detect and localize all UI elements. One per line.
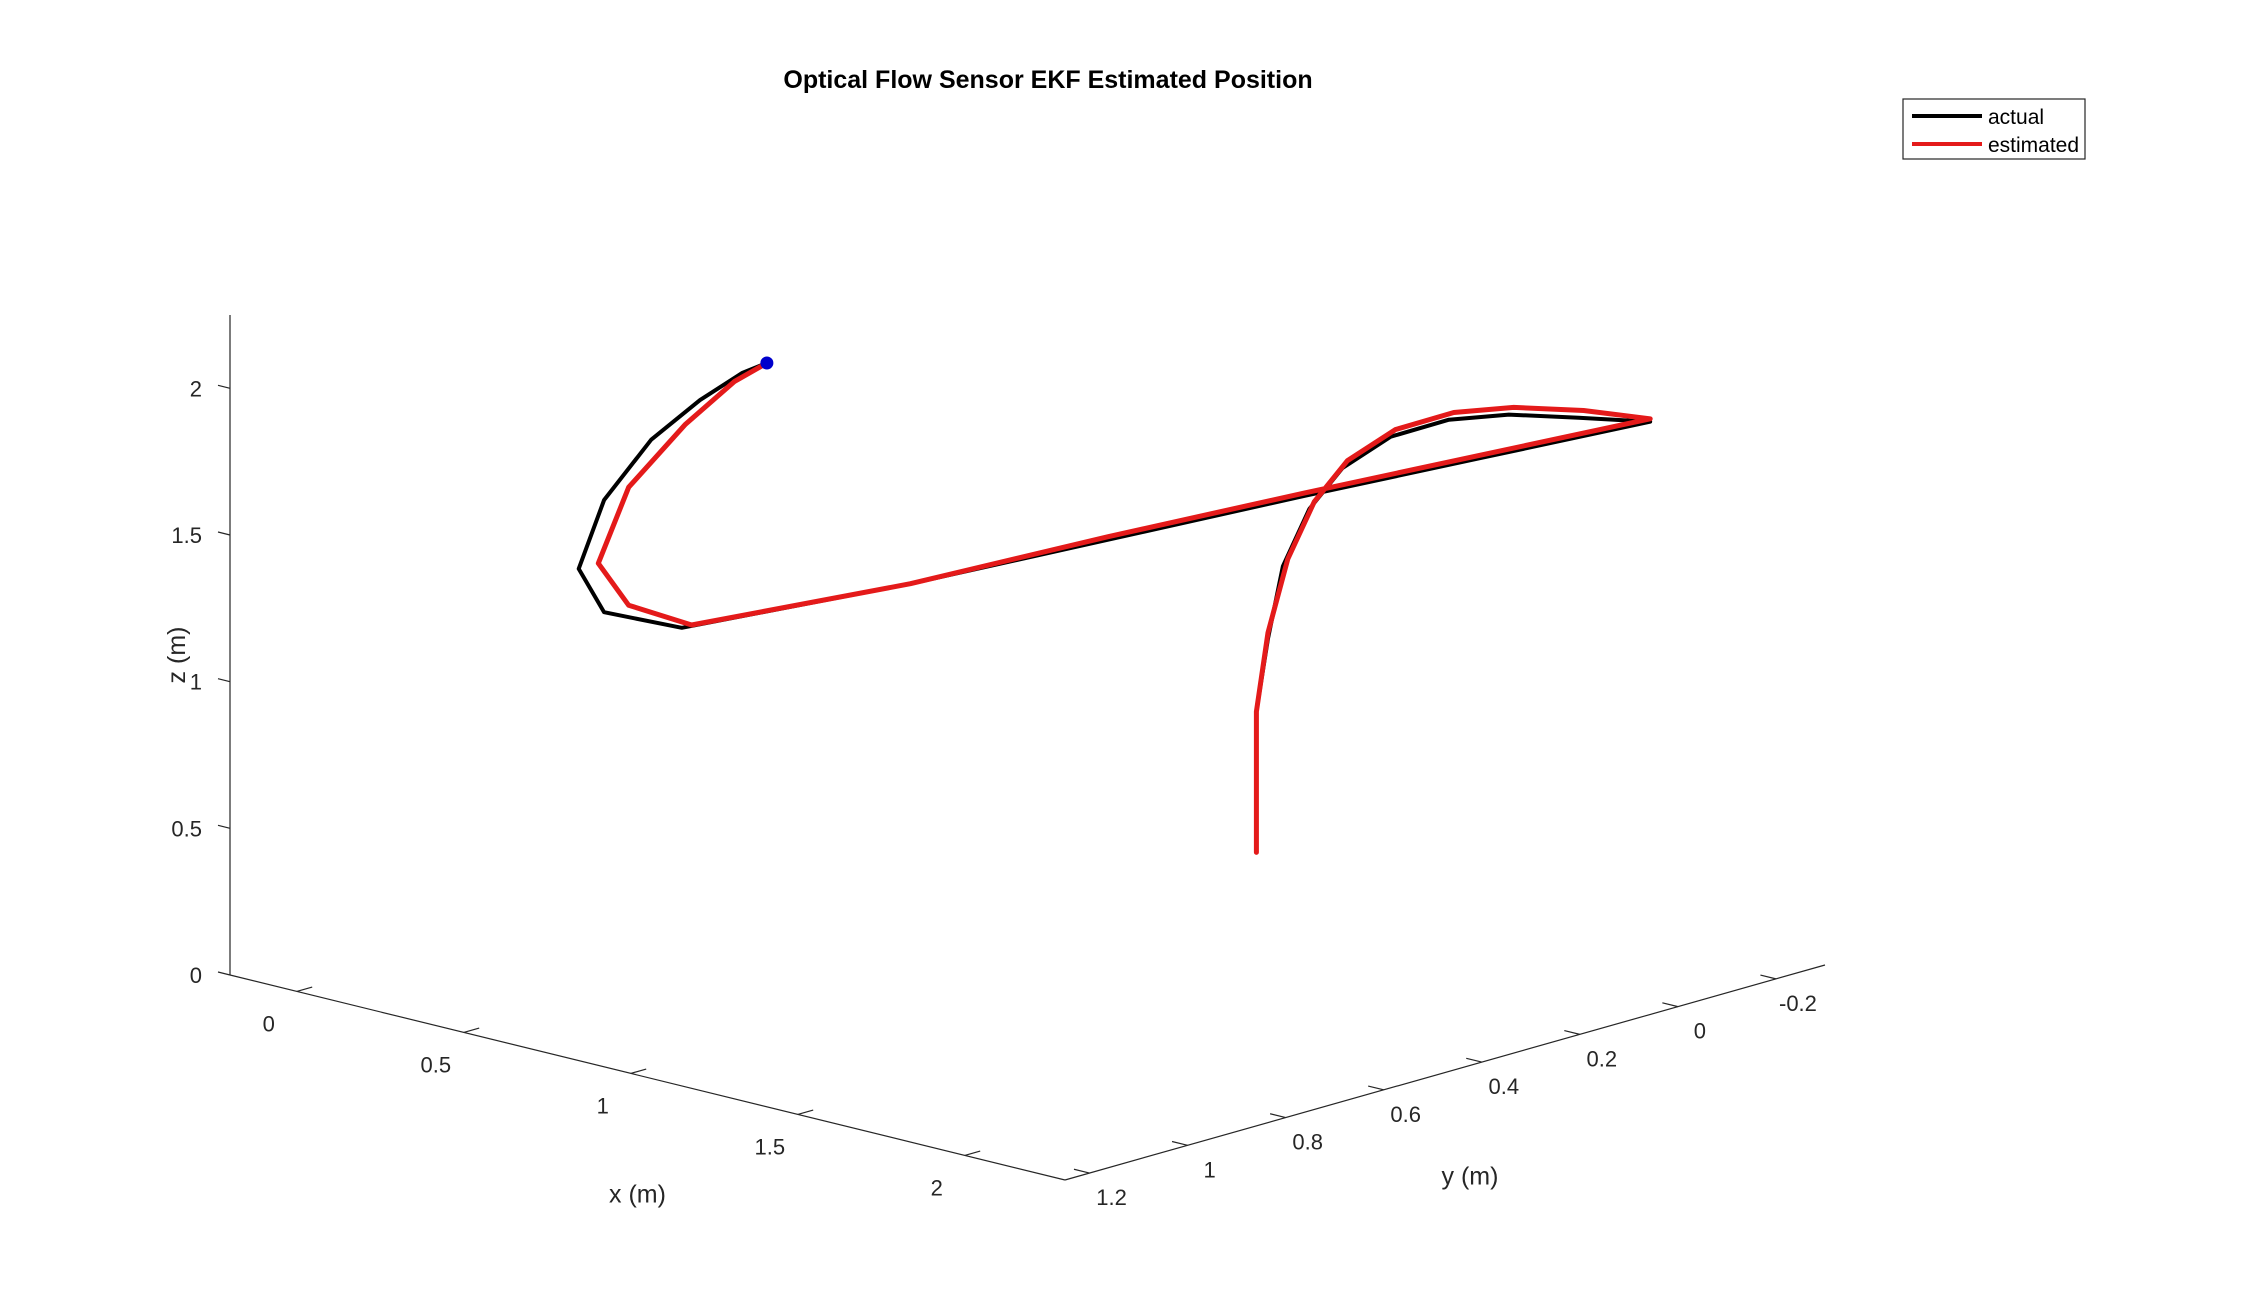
- z-tick: [217, 384, 231, 389]
- z-tick: [217, 531, 231, 536]
- x-tick-label: 0.5: [421, 1052, 452, 1077]
- x-tick: [296, 986, 313, 992]
- z-tick-label: 0: [190, 963, 202, 988]
- y-tick: [1564, 1029, 1580, 1035]
- z-tick-label: 1.5: [171, 523, 202, 548]
- y-tick-label: 1: [1203, 1157, 1215, 1182]
- y-tick-label: 1.2: [1096, 1185, 1127, 1210]
- legend-label-actual: actual: [1988, 106, 2044, 129]
- y-tick-label: 0.8: [1292, 1130, 1323, 1155]
- legend: actual estimated: [1902, 98, 2086, 160]
- start-point-marker: [760, 356, 774, 370]
- y-tick: [1073, 1168, 1090, 1174]
- x-tick: [630, 1068, 647, 1074]
- z-tick-label: 0.5: [171, 816, 202, 841]
- x-tick: [964, 1150, 981, 1156]
- z-axis-label: z (m): [163, 627, 191, 684]
- y-tick: [1466, 1057, 1482, 1063]
- chart-title: Optical Flow Sensor EKF Estimated Positi…: [783, 66, 1312, 94]
- legend-box: [1902, 98, 2086, 160]
- y-tick-label: 0.4: [1488, 1074, 1519, 1099]
- x-tick-label: 0: [263, 1011, 275, 1036]
- y-tick: [1269, 1113, 1286, 1119]
- y-tick: [1171, 1140, 1188, 1146]
- y-axis-label: y (m): [1442, 1163, 1499, 1191]
- z-tick: [217, 824, 231, 829]
- y-tick: [1760, 974, 1777, 980]
- y-tick-label: 0: [1694, 1019, 1706, 1044]
- y-tick: [1662, 1002, 1679, 1008]
- y-tick-label: -0.2: [1779, 991, 1817, 1016]
- x-tick: [797, 1109, 814, 1115]
- y-tick-label: 0.6: [1390, 1102, 1421, 1127]
- z-tick-label: 1: [190, 670, 202, 695]
- z-tick: [217, 678, 231, 683]
- x-axis-label: x (m): [609, 1181, 666, 1209]
- y-axis-line: [1064, 964, 1826, 1181]
- x-tick-label: 1.5: [755, 1134, 786, 1159]
- y-tick-label: 0.2: [1587, 1046, 1618, 1071]
- series-line-estimated: [595, 360, 1653, 855]
- x-tick: [463, 1027, 480, 1033]
- z-tick: [217, 971, 231, 976]
- x-tick-label: 1: [597, 1093, 609, 1118]
- x-tick-label: 2: [931, 1175, 943, 1200]
- y-tick: [1368, 1085, 1384, 1091]
- z-tick-label: 2: [190, 376, 202, 401]
- legend-label-estimated: estimated: [1988, 134, 2079, 157]
- x-axis-line: [229, 974, 1066, 1181]
- axes: 0 0.5 1 1.5 2 -0.2 0 0.2 0.4 0.6 0.8 1 1.2 0 0.5 1 1.5 2 x…: [163, 315, 1826, 1210]
- plot-lines: [576, 356, 1653, 855]
